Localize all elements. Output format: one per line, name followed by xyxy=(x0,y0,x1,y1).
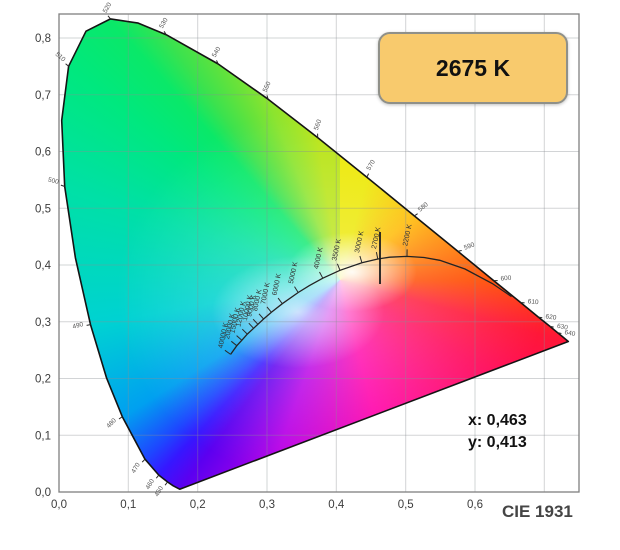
wavelength-label: 550 xyxy=(262,80,273,93)
y-axis-tick-label: 0,3 xyxy=(35,317,51,329)
wavelength-label: 500 xyxy=(47,176,60,186)
wavelength-label: 520 xyxy=(102,1,114,14)
x-axis-tick-label: 0,5 xyxy=(398,499,414,511)
wavelength-label: 540 xyxy=(211,45,223,58)
planckian-locus xyxy=(230,255,512,355)
wavelength-label: 630 xyxy=(556,323,568,332)
x-axis-tick-label: 0,4 xyxy=(328,499,345,511)
y-axis-tick-label: 0,4 xyxy=(35,260,52,272)
wavelength-label: 590 xyxy=(463,241,476,251)
cct-label: 2200 K xyxy=(402,223,414,246)
y-axis-tick-label: 0,5 xyxy=(35,203,51,215)
y-axis-tick-label: 0,7 xyxy=(35,90,51,102)
y-axis-tick-label: 0,6 xyxy=(35,147,51,159)
wavelength-label: 490 xyxy=(72,321,85,331)
cct-ticks xyxy=(224,249,408,355)
cct-label: 3000 K xyxy=(354,230,366,253)
cct-label: 7000 K xyxy=(260,282,272,305)
x-axis-tick-label: 0,1 xyxy=(120,499,136,511)
readout-y: y: 0,413 xyxy=(468,434,527,451)
cct-label: 6000 K xyxy=(272,273,284,296)
y-axis: 0,0 0,1 0,2 0,3 0,4 0,5 0,6 0,7 0,8 xyxy=(35,33,52,499)
cct-label: 2700 K xyxy=(371,226,383,249)
cct-label: 8000 K xyxy=(252,288,264,311)
cct-badge: 2675 K xyxy=(378,32,568,104)
wavelength-label: 460 xyxy=(145,478,157,491)
wavelength-label: 610 xyxy=(527,298,539,306)
plot-border xyxy=(58,13,580,493)
x-axis-tick-label: 0,6 xyxy=(467,499,483,511)
x-axis-tick-label: 0,2 xyxy=(190,499,206,511)
wavelength-label: 580 xyxy=(417,201,430,214)
x-axis-tick-label: 0,0 xyxy=(51,499,67,511)
readout-x: x: 0,463 xyxy=(468,412,527,429)
cct-label: 9000 K xyxy=(246,294,258,317)
wavelength-label: 570 xyxy=(365,159,377,172)
wavelength-ticks xyxy=(60,15,562,486)
spectral-locus-outline xyxy=(60,18,570,490)
cct-badge-label: 2675 K xyxy=(435,54,511,81)
y-axis-tick-label: 0,8 xyxy=(35,33,51,45)
wavelength-label: 450 xyxy=(154,485,166,498)
y-axis-tick-label: 0,0 xyxy=(35,487,51,499)
grid xyxy=(59,14,579,492)
wavelength-label: 600 xyxy=(500,275,512,283)
diagram-title: CIE 1931 xyxy=(502,502,573,521)
wavelength-label: 560 xyxy=(313,118,323,131)
y-axis-tick-label: 0,1 xyxy=(35,430,51,442)
wavelength-label: 530 xyxy=(158,17,170,30)
cct-labels: 2200 K 2700 K 3000 K 3500 K 4000 K 5000 … xyxy=(218,223,414,349)
wavelength-label: 470 xyxy=(130,461,142,474)
cct-label: 3500 K xyxy=(331,238,343,261)
x-axis-tick-label: 0,3 xyxy=(259,499,275,511)
wavelength-label: 480 xyxy=(105,417,118,430)
wavelength-label: 510 xyxy=(54,51,67,64)
cct-label: 5000 K xyxy=(288,261,300,284)
wavelength-label: 620 xyxy=(545,313,557,321)
wavelength-label: 640 xyxy=(564,329,576,338)
xy-readout: x: 0,463 y: 0,413 xyxy=(468,410,527,454)
y-axis-tick-label: 0,2 xyxy=(35,374,51,386)
x-axis: 0,0 0,1 0,2 0,3 0,4 0,5 0,6 xyxy=(51,499,483,511)
cct-label: 4000 K xyxy=(313,246,325,269)
